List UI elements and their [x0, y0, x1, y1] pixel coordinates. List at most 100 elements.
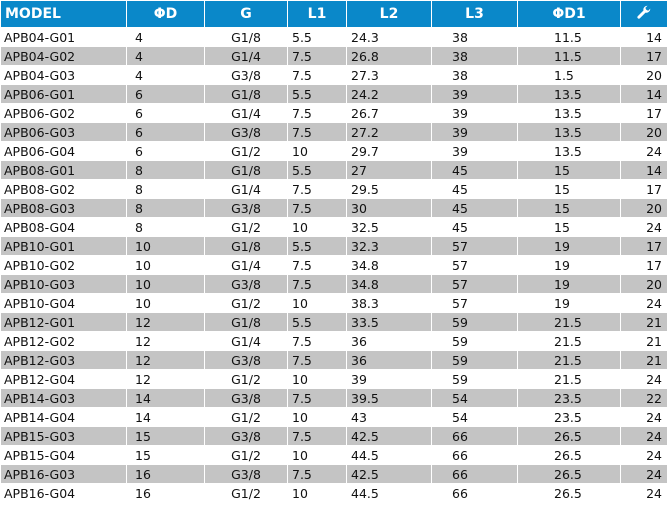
l3-cell: 59 — [431, 312, 518, 332]
d1-cell: 21.5 — [517, 369, 621, 389]
d1-cell: 1.5 — [517, 65, 621, 85]
l1-cell: 10 — [287, 483, 347, 503]
d1-cell: 26.5 — [517, 445, 621, 465]
model-cell: APB08-G01 — [0, 160, 127, 180]
model-cell: APB14-G03 — [0, 388, 127, 408]
l1-cell: 5.5 — [287, 312, 347, 332]
table-header: MODEL ΦD G L1 L2 L3 ΦD1 — [0, 0, 668, 28]
l1-cell: 7.5 — [287, 198, 347, 218]
diameter-cell: 4 — [126, 46, 205, 66]
d1-cell: 13.5 — [517, 141, 621, 161]
l3-cell: 45 — [431, 217, 518, 237]
model-cell: APB12-G01 — [0, 312, 127, 332]
wrench-size-cell: 17 — [620, 179, 668, 199]
diameter-cell: 12 — [126, 312, 205, 332]
diameter-cell: 15 — [126, 426, 205, 446]
l2-cell: 24.2 — [346, 84, 432, 104]
l1-cell: 7.5 — [287, 426, 347, 446]
diameter-cell: 12 — [126, 350, 205, 370]
thread-cell: G1/2 — [204, 217, 288, 237]
wrench-size-cell: 17 — [620, 255, 668, 275]
l3-cell: 38 — [431, 65, 518, 85]
header-wrench — [620, 0, 668, 28]
model-cell: APB15-G03 — [0, 426, 127, 446]
wrench-size-cell: 17 — [620, 236, 668, 256]
l2-cell: 39 — [346, 369, 432, 389]
l2-cell: 29.5 — [346, 179, 432, 199]
model-cell: APB06-G03 — [0, 122, 127, 142]
model-cell: APB15-G04 — [0, 445, 127, 465]
thread-cell: G3/8 — [204, 122, 288, 142]
wrench-size-cell: 21 — [620, 350, 668, 370]
l2-cell: 42.5 — [346, 464, 432, 484]
diameter-cell: 15 — [126, 445, 205, 465]
table-row: APB04-G02 4 G1/4 7.5 26.8 38 11.5 17 — [0, 46, 668, 66]
wrench-size-cell: 24 — [620, 426, 668, 446]
l3-cell: 59 — [431, 350, 518, 370]
l2-cell: 30 — [346, 198, 432, 218]
table-body: APB04-G01 4 G1/8 5.5 24.3 38 11.5 14 APB04-G02 4 G… — [0, 27, 668, 503]
diameter-cell: 6 — [126, 141, 205, 161]
l1-cell: 7.5 — [287, 255, 347, 275]
table-row: APB08-G02 8 G1/4 7.5 29.5 45 15 17 — [0, 179, 668, 199]
diameter-cell: 8 — [126, 217, 205, 237]
l1-cell: 5.5 — [287, 236, 347, 256]
l1-cell: 7.5 — [287, 179, 347, 199]
l1-cell: 5.5 — [287, 160, 347, 180]
thread-cell: G1/2 — [204, 293, 288, 313]
d1-cell: 13.5 — [517, 122, 621, 142]
thread-cell: G3/8 — [204, 198, 288, 218]
model-cell: APB06-G04 — [0, 141, 127, 161]
d1-cell: 26.5 — [517, 426, 621, 446]
table-row: APB04-G01 4 G1/8 5.5 24.3 38 11.5 14 — [0, 27, 668, 47]
model-cell: APB08-G04 — [0, 217, 127, 237]
thread-cell: G3/8 — [204, 388, 288, 408]
l1-cell: 7.5 — [287, 331, 347, 351]
wrench-size-cell: 24 — [620, 445, 668, 465]
model-cell: APB04-G03 — [0, 65, 127, 85]
model-cell: APB10-G04 — [0, 293, 127, 313]
table-row: APB16-G03 16 G3/8 7.5 42.5 66 26.5 24 — [0, 464, 668, 484]
d1-cell: 19 — [517, 293, 621, 313]
l2-cell: 26.7 — [346, 103, 432, 123]
d1-cell: 15 — [517, 179, 621, 199]
l1-cell: 7.5 — [287, 46, 347, 66]
l2-cell: 33.5 — [346, 312, 432, 332]
header-diameter: ΦD — [126, 0, 205, 28]
l3-cell: 38 — [431, 46, 518, 66]
table-row: APB15-G03 15 G3/8 7.5 42.5 66 26.5 24 — [0, 426, 668, 446]
thread-cell: G1/8 — [204, 84, 288, 104]
table-row: APB08-G03 8 G3/8 7.5 30 45 15 20 — [0, 198, 668, 218]
l1-cell: 7.5 — [287, 65, 347, 85]
l2-cell: 32.5 — [346, 217, 432, 237]
thread-cell: G1/4 — [204, 331, 288, 351]
diameter-cell: 10 — [126, 255, 205, 275]
model-cell: APB12-G04 — [0, 369, 127, 389]
model-cell: APB12-G03 — [0, 350, 127, 370]
l3-cell: 39 — [431, 141, 518, 161]
wrench-size-cell: 24 — [620, 369, 668, 389]
thread-cell: G3/8 — [204, 65, 288, 85]
l2-cell: 34.8 — [346, 255, 432, 275]
table-row: APB10-G04 10 G1/2 10 38.3 57 19 24 — [0, 293, 668, 313]
spec-table: MODEL ΦD G L1 L2 L3 ΦD1 APB04-G01 4 G1/8 5.… — [0, 0, 668, 503]
table-row: APB14-G03 14 G3/8 7.5 39.5 54 23.5 22 — [0, 388, 668, 408]
wrench-size-cell: 20 — [620, 274, 668, 294]
thread-cell: G1/8 — [204, 236, 288, 256]
l3-cell: 57 — [431, 293, 518, 313]
diameter-cell: 10 — [126, 236, 205, 256]
l2-cell: 36 — [346, 350, 432, 370]
diameter-cell: 4 — [126, 65, 205, 85]
l2-cell: 44.5 — [346, 483, 432, 503]
l3-cell: 45 — [431, 179, 518, 199]
diameter-cell: 12 — [126, 369, 205, 389]
model-cell: APB16-G03 — [0, 464, 127, 484]
d1-cell: 23.5 — [517, 407, 621, 427]
d1-cell: 15 — [517, 217, 621, 237]
l3-cell: 66 — [431, 464, 518, 484]
l3-cell: 57 — [431, 255, 518, 275]
thread-cell: G1/4 — [204, 46, 288, 66]
table-row: APB16-G04 16 G1/2 10 44.5 66 26.5 24 — [0, 483, 668, 503]
l3-cell: 59 — [431, 331, 518, 351]
l3-cell: 45 — [431, 160, 518, 180]
